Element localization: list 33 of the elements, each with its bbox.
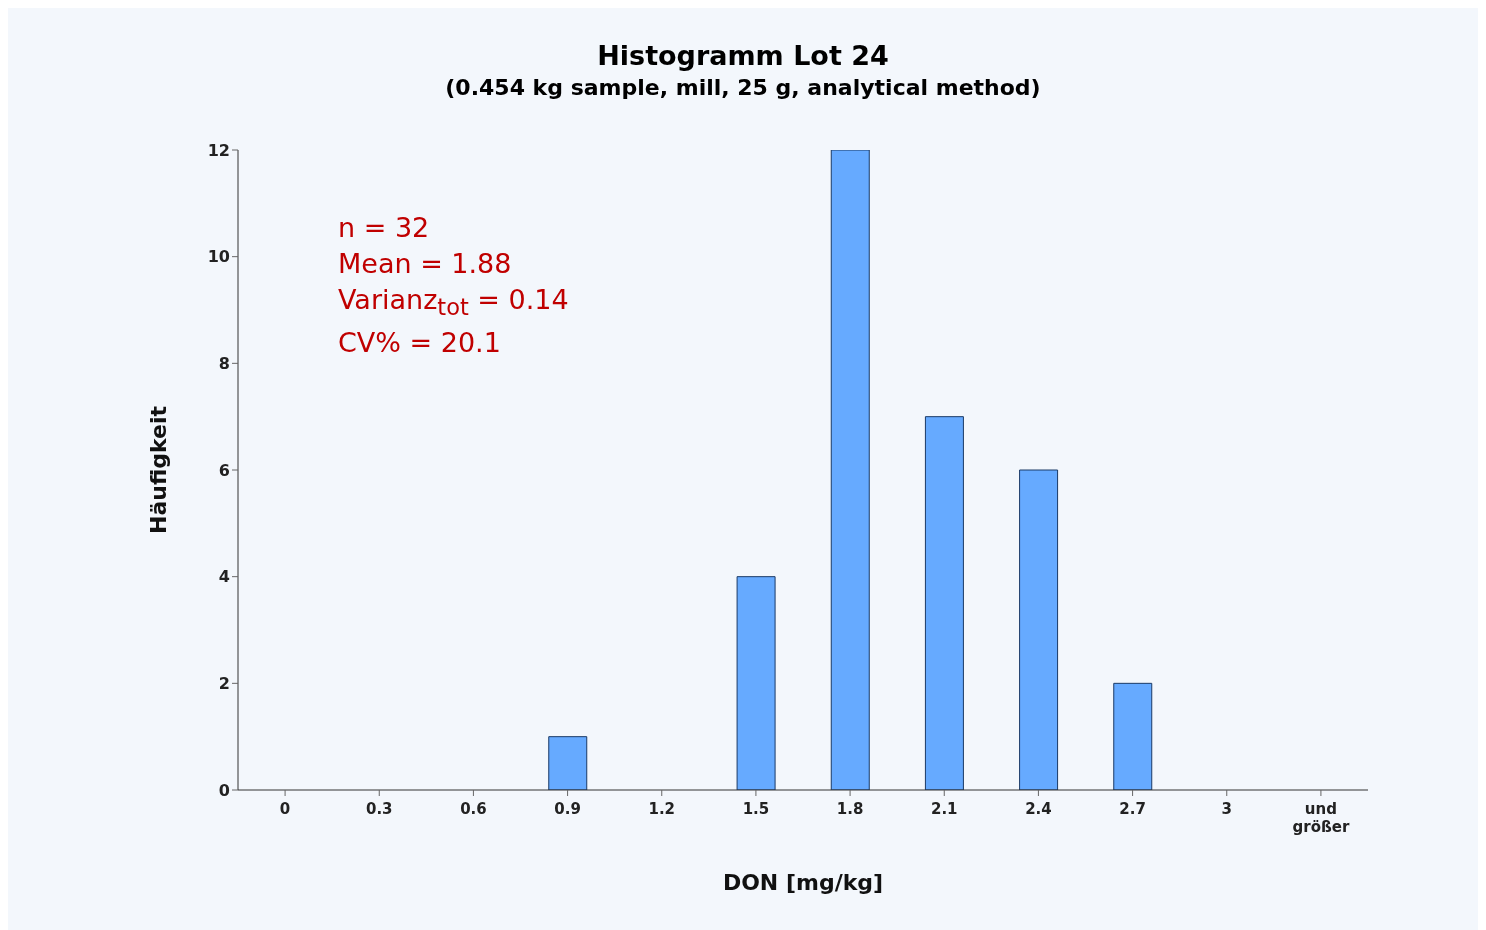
x-tick-label: und größer (1292, 800, 1350, 836)
y-axis-title: Häufigkeit (145, 405, 171, 534)
x-tick-label: 0.6 (460, 800, 487, 818)
x-tick-label: 1.5 (742, 800, 770, 818)
y-tick-label: 8 (218, 354, 230, 374)
x-axis-title: DON [mg/kg] (722, 870, 884, 895)
x-tick-label: 0.3 (365, 800, 393, 818)
x-tick-label: 1.8 (836, 800, 864, 818)
y-tick-label: 4 (218, 567, 230, 587)
y-tick-label: 10 (207, 247, 230, 267)
annotation: Mean = 1.88 (338, 247, 513, 281)
bar (924, 416, 964, 790)
annotation: n = 32 (338, 211, 431, 245)
x-tick-label: 2.7 (1119, 800, 1146, 818)
annotation: CV% = 20.1 (338, 326, 502, 361)
chart-subtitle: (0.454 kg sample, mill, 25 g, analytical method) (444, 75, 1042, 100)
bar (736, 576, 776, 790)
chart-title: Histogramm Lot 24 (596, 39, 890, 71)
y-tick-label: 12 (207, 140, 230, 160)
y-tick-label: 2 (218, 674, 230, 694)
bar (830, 150, 870, 790)
x-tick-label: 3 (1221, 800, 1232, 818)
y-tick-label: 6 (218, 460, 230, 480)
bar (1019, 469, 1059, 790)
x-tick-label: 2.4 (1025, 800, 1052, 818)
x-tick-label: 2.1 (930, 800, 958, 818)
x-tick-label: 0.9 (554, 800, 581, 818)
x-tick-label: 1.2 (648, 800, 676, 818)
y-tick-label: 0 (218, 780, 230, 800)
bar (1113, 682, 1153, 790)
bar (548, 736, 588, 790)
annotation: Varianz$_{tot}$ = 0.14 (338, 283, 569, 323)
x-tick-label: 0 (279, 800, 291, 818)
